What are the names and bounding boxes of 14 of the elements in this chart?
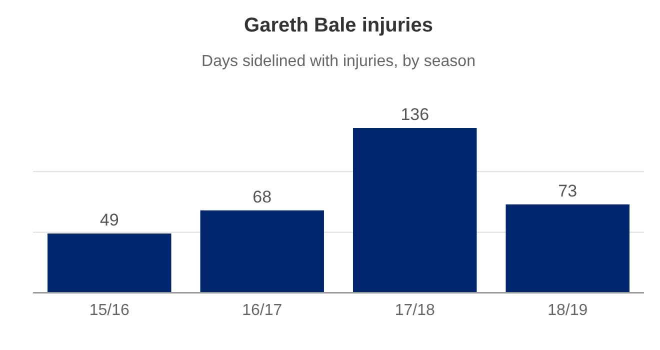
x-tick-label: 18/19: [548, 302, 588, 319]
data-label: 49: [100, 210, 119, 230]
bar: [353, 128, 477, 293]
x-tick-label: 17/18: [394, 302, 435, 319]
data-label: 68: [252, 188, 272, 207]
bar: [48, 233, 172, 293]
x-tick-label: 16/17: [242, 302, 282, 319]
chart-subtitle: Days sidelined with injuries, by season: [202, 53, 476, 70]
bar: [200, 210, 324, 293]
data-label: 136: [400, 105, 430, 124]
x-tick-label: 15/16: [89, 302, 130, 319]
bar: [506, 204, 630, 293]
data-label: 73: [558, 182, 578, 201]
chart-title: Gareth Bale injuries: [244, 14, 433, 37]
